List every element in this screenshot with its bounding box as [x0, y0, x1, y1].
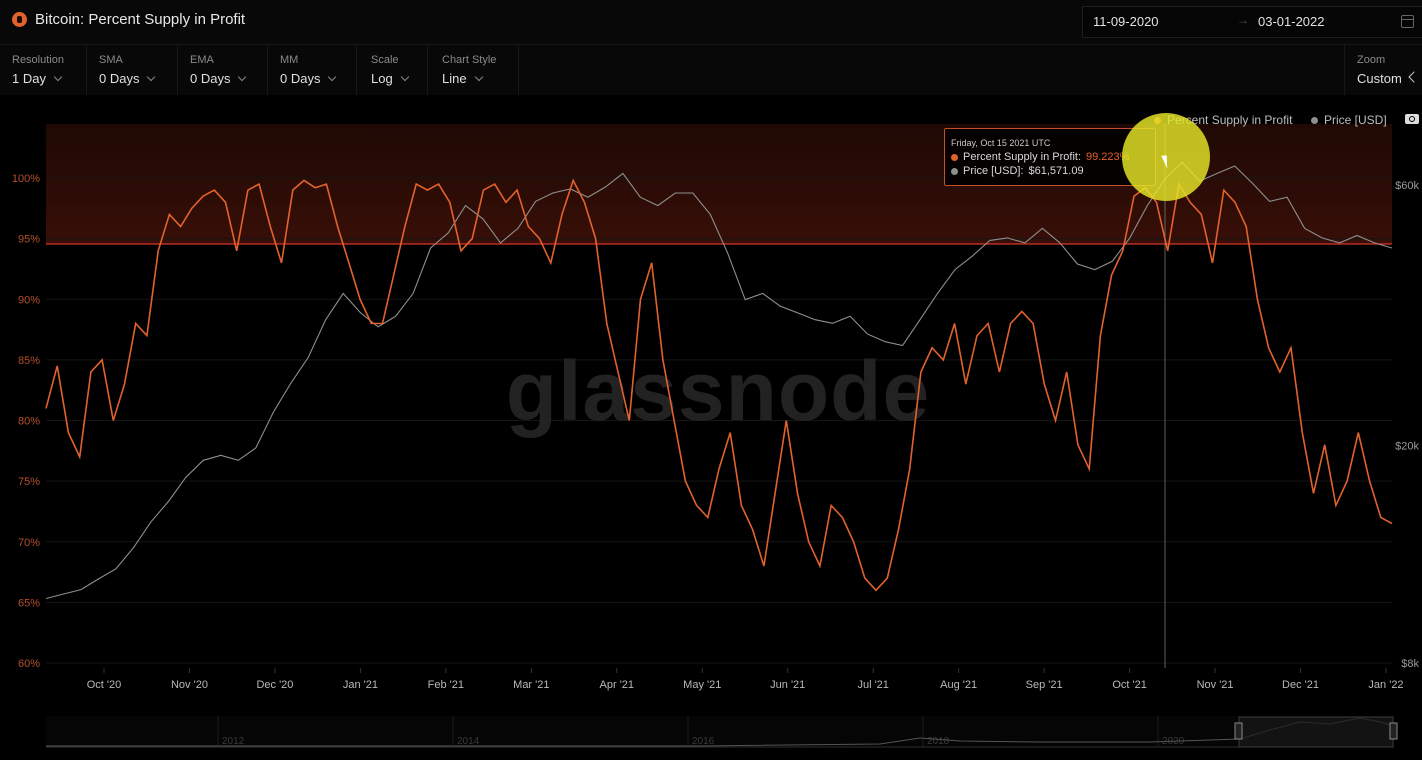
navigator-handle-right[interactable]: [1389, 722, 1398, 740]
x-tick-label: Mar '21: [513, 679, 549, 691]
ema-value[interactable]: 0 Days: [190, 71, 247, 86]
y-left-tick-label: 70%: [18, 537, 40, 549]
navigator-selection: [1238, 716, 1394, 748]
price-dot-icon: [951, 167, 958, 175]
navigator-year: 2012: [222, 736, 245, 747]
sma-value-text: 0 Days: [99, 71, 140, 86]
y-left-tick-label: 60%: [18, 658, 40, 670]
x-tick-label: Dec '21: [1282, 679, 1319, 691]
x-tick-label: Sep '21: [1026, 679, 1063, 691]
date-separator: →: [1237, 13, 1249, 27]
tooltip-price-row: Price [USD]: $61,571.09: [951, 165, 1084, 177]
watermark: glassnode: [506, 344, 930, 438]
supply-dot-icon: [951, 153, 958, 161]
legend-price-label: Price [USD]: [1324, 113, 1387, 127]
start-date[interactable]: 11-09-2020: [1093, 14, 1159, 29]
zoom-label: Zoom: [1357, 54, 1386, 66]
resolution-label: Resolution: [12, 54, 64, 66]
ema-value-text: 0 Days: [190, 71, 231, 86]
x-tick-label: Nov '21: [1197, 679, 1234, 691]
tooltip-supply-label: Percent Supply in Profit:: [963, 151, 1082, 163]
end-date[interactable]: 03-01-2022: [1258, 14, 1325, 29]
tooltip-price-value: $61,571.09: [1028, 165, 1084, 177]
y-left-tick-label: 100%: [12, 173, 40, 185]
zoom-dropdown[interactable]: Zoom Custom: [1344, 45, 1421, 95]
cursor-highlight: [1122, 113, 1210, 201]
x-tick-label: Jan '22: [1368, 679, 1403, 691]
y-left-tick-label: 75%: [18, 476, 40, 488]
x-tick-label: May '21: [683, 679, 721, 691]
y-left-tick-label: 85%: [18, 355, 40, 367]
navigator-handle-left[interactable]: [1234, 722, 1243, 740]
y-right-tick-label: $8k: [1401, 658, 1419, 670]
scale-dropdown[interactable]: Scale Log: [359, 45, 428, 95]
x-tick-label: Apr '21: [600, 679, 635, 691]
navigator-year: 2016: [692, 736, 715, 747]
chart-style-label: Chart Style: [442, 54, 497, 66]
percent-supply-line: [45, 178, 1393, 592]
x-tick-label: Jan '21: [343, 679, 378, 691]
x-tick-label: Oct '20: [87, 679, 122, 691]
tooltip-price-label: Price [USD]:: [963, 165, 1024, 177]
legend-dot-icon: [1311, 116, 1318, 124]
resolution-value[interactable]: 1 Day: [12, 71, 63, 86]
top-bar: Bitcoin: Percent Supply in Profit 11-09-…: [0, 0, 1422, 45]
ema-label: EMA: [190, 54, 214, 66]
mm-value[interactable]: 0 Days: [280, 71, 337, 86]
y-left-tick-label: 80%: [18, 416, 40, 428]
x-tick-label: Dec '20: [256, 679, 293, 691]
y-left-tick-label: 65%: [18, 597, 40, 609]
x-tick-label: Jun '21: [770, 679, 805, 691]
chart-style-value-text: Line: [442, 71, 467, 86]
camera-icon[interactable]: [1405, 114, 1419, 124]
sma-dropdown[interactable]: SMA 0 Days: [87, 45, 178, 95]
tooltip-date: Friday, Oct 15 2021 UTC: [951, 138, 1051, 148]
x-tick-label: Jul '21: [857, 679, 888, 691]
mm-dropdown[interactable]: MM 0 Days: [268, 45, 357, 95]
navigator-year: 2018: [927, 736, 950, 747]
mm-label: MM: [280, 54, 299, 66]
zoom-value[interactable]: Custom: [1357, 71, 1402, 86]
resolution-dropdown[interactable]: Resolution 1 Day: [0, 45, 87, 95]
y-left-tick-label: 95%: [18, 234, 40, 246]
x-tick-label: Oct '21: [1112, 679, 1147, 691]
mm-value-text: 0 Days: [280, 71, 321, 86]
bitcoin-icon: [12, 12, 27, 27]
ema-dropdown[interactable]: EMA 0 Days: [178, 45, 268, 95]
legend-price[interactable]: Price [USD]: [1311, 113, 1387, 127]
navigator-year: 2014: [457, 736, 480, 747]
tooltip: Friday, Oct 15 2021 UTC Percent Supply i…: [944, 128, 1156, 186]
page-title: Bitcoin: Percent Supply in Profit: [35, 11, 246, 28]
navigator-track: [46, 716, 1394, 748]
resolution-value-text: 1 Day: [12, 71, 46, 86]
x-tick-label: Feb '21: [428, 679, 464, 691]
scale-value[interactable]: Log: [371, 71, 409, 86]
y-right-tick-label: $60k: [1395, 180, 1419, 192]
title-wrap: Bitcoin: Percent Supply in Profit: [12, 11, 245, 28]
scale-value-text: Log: [371, 71, 393, 86]
chart-style-dropdown[interactable]: Chart Style Line: [430, 45, 519, 95]
y-left-tick-label: 90%: [18, 294, 40, 306]
navigator[interactable]: 2012 2014 2016 2018 2020: [46, 716, 1398, 748]
scale-label: Scale: [371, 54, 399, 66]
sma-label: SMA: [99, 54, 123, 66]
y-right-tick-label: $20k: [1395, 441, 1419, 453]
tooltip-supply-row: Percent Supply in Profit: 99.223%: [951, 151, 1129, 163]
chart-style-value[interactable]: Line: [442, 71, 483, 86]
tooltip-supply-value: 99.223%: [1086, 151, 1130, 163]
x-tick-label: Nov '20: [171, 679, 208, 691]
chart-controls: Resolution 1 Day SMA 0 Days EMA 0 Days M…: [0, 45, 1422, 95]
date-range-picker[interactable]: 11-09-2020 → 03-01-2022: [1082, 6, 1422, 38]
calendar-icon[interactable]: [1401, 15, 1414, 28]
sma-value[interactable]: 0 Days: [99, 71, 156, 86]
x-tick-label: Aug '21: [940, 679, 977, 691]
legend-supply-label: Percent Supply in Profit: [1167, 113, 1293, 127]
